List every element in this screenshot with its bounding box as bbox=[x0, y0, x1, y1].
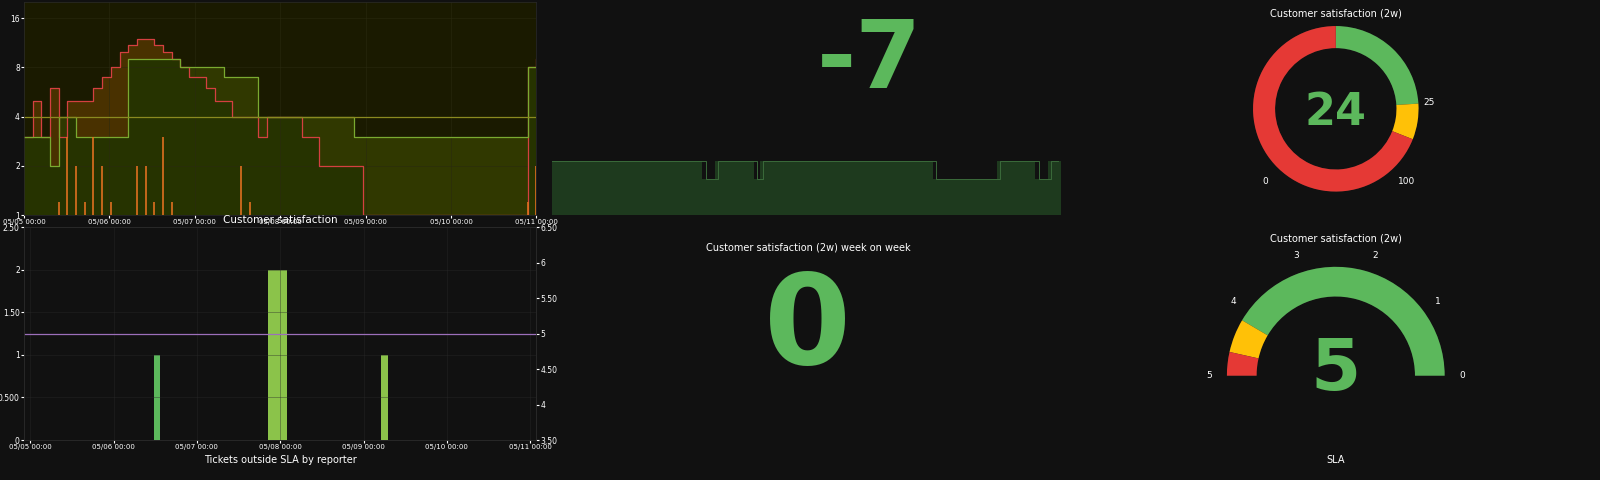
Text: -7: -7 bbox=[818, 16, 922, 108]
Wedge shape bbox=[1242, 267, 1445, 376]
Text: 3: 3 bbox=[1294, 251, 1299, 260]
Text: Tickets outside SLA by reporter: Tickets outside SLA by reporter bbox=[203, 455, 357, 465]
Text: 0: 0 bbox=[765, 269, 851, 390]
Wedge shape bbox=[1227, 352, 1259, 376]
Bar bbox=[280, 270, 286, 440]
Text: 24: 24 bbox=[1304, 91, 1366, 134]
Wedge shape bbox=[1229, 320, 1267, 359]
Bar bbox=[381, 355, 387, 440]
Wedge shape bbox=[1253, 26, 1413, 192]
Bar bbox=[274, 270, 280, 440]
Title: Customer satisfaction: Customer satisfaction bbox=[222, 215, 338, 225]
Text: 25: 25 bbox=[1422, 98, 1434, 108]
Legend: new (1d), resolved (1d), open, unassigned: new (1d), resolved (1d), open, unassigne… bbox=[27, 257, 230, 266]
Bar bbox=[154, 355, 160, 440]
Text: 1: 1 bbox=[1435, 297, 1442, 306]
Text: 0: 0 bbox=[1459, 371, 1466, 380]
Text: 100: 100 bbox=[1398, 177, 1416, 186]
Wedge shape bbox=[1392, 104, 1419, 139]
Wedge shape bbox=[1336, 26, 1418, 105]
Wedge shape bbox=[1227, 267, 1445, 376]
Text: 4: 4 bbox=[1230, 297, 1237, 306]
Text: SLA: SLA bbox=[1326, 455, 1346, 465]
Text: 5: 5 bbox=[1206, 371, 1211, 380]
Bar bbox=[267, 270, 274, 440]
Text: 0: 0 bbox=[1262, 177, 1267, 186]
Text: 2: 2 bbox=[1373, 251, 1378, 260]
Wedge shape bbox=[1253, 26, 1419, 192]
Text: Customer satisfaction (2w) week on week: Customer satisfaction (2w) week on week bbox=[706, 242, 910, 252]
Text: Customer satisfaction (2w): Customer satisfaction (2w) bbox=[1270, 9, 1402, 19]
Text: 5: 5 bbox=[1310, 336, 1362, 405]
Text: Customer satisfaction (2w): Customer satisfaction (2w) bbox=[1270, 234, 1402, 244]
